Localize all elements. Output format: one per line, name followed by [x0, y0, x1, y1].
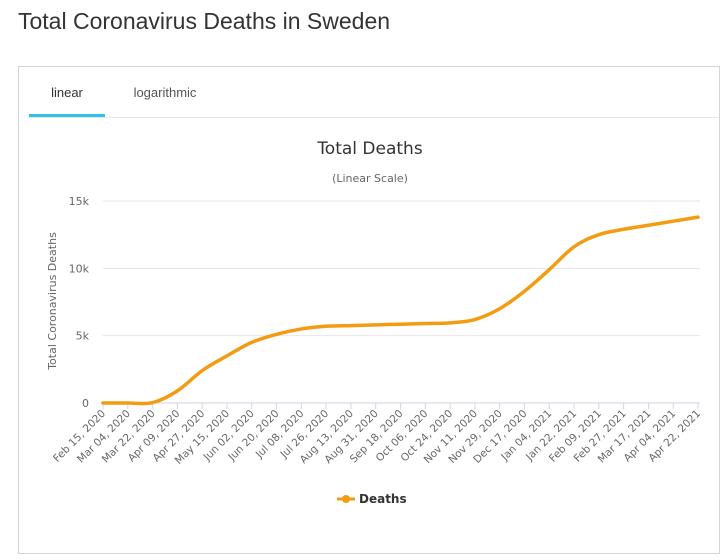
y-tick-label: 5k [76, 330, 90, 343]
y-axis-label: Total Coronavirus Deaths [46, 232, 59, 371]
data-point[interactable] [644, 221, 652, 229]
data-point[interactable] [496, 305, 504, 313]
legend-marker-deaths [342, 495, 350, 503]
legend[interactable]: Deaths [337, 492, 407, 506]
chart-title: Total Deaths [316, 139, 423, 159]
data-point[interactable] [173, 387, 181, 395]
data-point[interactable] [397, 320, 405, 328]
y-tick-label: 0 [82, 397, 89, 410]
series-line-deaths[interactable] [101, 215, 700, 406]
data-point[interactable] [322, 322, 330, 330]
data-point[interactable] [248, 338, 256, 346]
tab-linear[interactable]: linear [29, 67, 105, 117]
data-point[interactable] [124, 399, 132, 407]
data-point[interactable] [149, 399, 157, 407]
tab-logarithmic[interactable]: logarithmic [133, 84, 197, 100]
data-point[interactable] [372, 321, 380, 329]
data-point[interactable] [669, 217, 677, 225]
data-point[interactable] [273, 330, 281, 338]
page-title: Total Coronavirus Deaths in Sweden [18, 8, 391, 34]
y-tick-label: 15k [69, 195, 90, 208]
data-point[interactable] [620, 225, 628, 233]
data-point[interactable] [694, 213, 702, 221]
data-point[interactable] [595, 231, 603, 239]
data-point[interactable] [471, 316, 479, 324]
data-point[interactable] [198, 367, 206, 375]
chart-subtitle: (Linear Scale) [332, 172, 408, 185]
data-point[interactable] [297, 325, 305, 333]
legend-label-deaths: Deaths [359, 492, 407, 506]
scale-tabs: linear logarithmic [29, 67, 719, 118]
y-tick-label: 10k [69, 262, 90, 275]
data-point[interactable] [99, 399, 107, 407]
data-point[interactable] [570, 243, 578, 251]
data-point[interactable] [520, 287, 528, 295]
data-point[interactable] [421, 320, 429, 328]
chart-panel: linear logarithmic [18, 66, 720, 554]
data-point[interactable] [347, 322, 355, 330]
data-point[interactable] [223, 352, 231, 360]
data-point[interactable] [446, 319, 454, 327]
data-point[interactable] [545, 266, 553, 274]
